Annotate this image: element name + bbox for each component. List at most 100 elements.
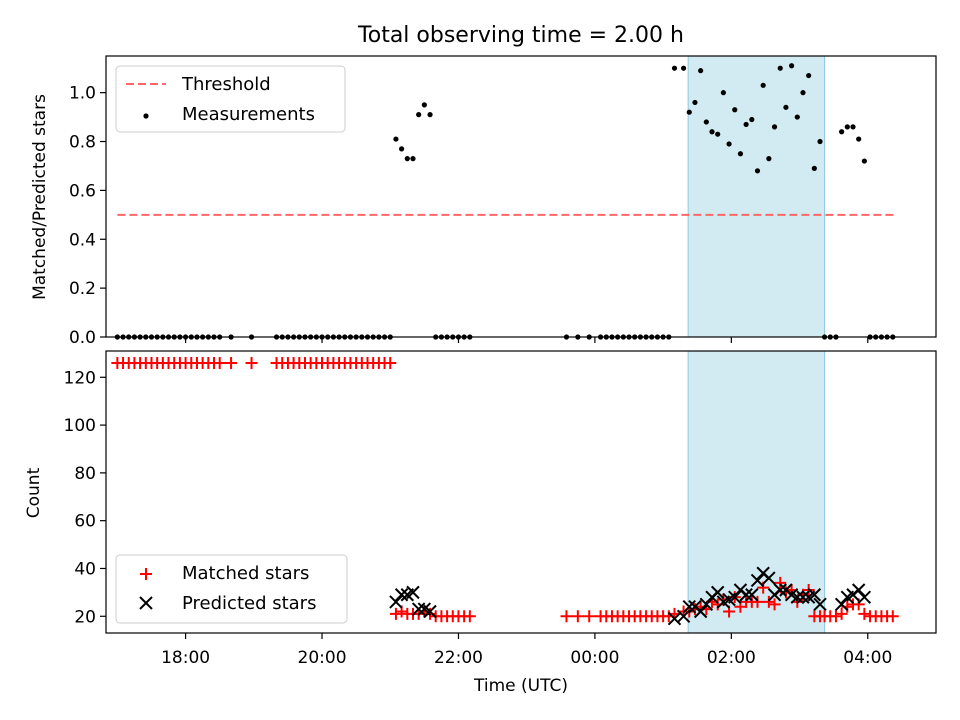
predicted-star-point bbox=[693, 604, 708, 619]
measurement-point bbox=[692, 99, 698, 106]
matched-star-point bbox=[774, 576, 787, 589]
measurement-point bbox=[698, 68, 704, 74]
predicted-star-point bbox=[762, 571, 776, 585]
chart-title: Total observing time = 2.00 h bbox=[357, 23, 684, 48]
matched-star-point bbox=[384, 356, 397, 369]
measurement-point bbox=[811, 165, 817, 171]
bottom-y-axis-label: Count bbox=[24, 467, 44, 518]
measurement-point bbox=[800, 90, 806, 96]
predicted-star-point bbox=[796, 590, 810, 604]
measurement-point bbox=[416, 112, 422, 118]
measurement-point bbox=[671, 65, 678, 71]
top-y-tick-label: 0.6 bbox=[69, 181, 96, 201]
measurement-point bbox=[777, 65, 783, 71]
measurement-point bbox=[817, 138, 823, 145]
measurement-point bbox=[709, 129, 715, 135]
predicted-star-point bbox=[394, 588, 409, 602]
predicted-star-point bbox=[790, 590, 804, 604]
predicted-star-point bbox=[750, 573, 765, 588]
matched-star-point bbox=[762, 595, 775, 608]
predicted-star-point bbox=[807, 588, 822, 602]
top-y-tick-label: 0.8 bbox=[69, 133, 96, 153]
measurement-point bbox=[749, 116, 755, 123]
measurement-point bbox=[421, 102, 427, 108]
legend-matched-label: Matched stars bbox=[182, 563, 309, 584]
legend-predicted-swatch bbox=[139, 596, 153, 610]
top-y-axis-label: Matched/Predicted stars bbox=[30, 94, 50, 300]
predicted-star-point bbox=[676, 609, 691, 623]
measurement-point bbox=[806, 72, 812, 79]
bottom-axes-frame bbox=[105, 350, 937, 634]
matched-star-point bbox=[583, 610, 596, 623]
top-y-tick-label: 0.2 bbox=[69, 279, 96, 299]
predicted-star-point bbox=[728, 590, 742, 604]
bottom-legend-box bbox=[115, 554, 348, 624]
predicted-star-point bbox=[389, 595, 403, 609]
predicted-star-point bbox=[745, 588, 759, 602]
predicted-star-point bbox=[813, 597, 827, 612]
legend-predicted-label: Predicted stars bbox=[182, 593, 316, 614]
top-panel: 0.0 0.2 0.4 0.6 0.8 1.0 Matched/Predicted sta… bbox=[30, 55, 937, 348]
matched-star-point bbox=[571, 610, 584, 623]
x-tick-label: 00:00 bbox=[570, 648, 619, 668]
matched-star-point bbox=[768, 598, 781, 611]
matched-star-point bbox=[858, 607, 871, 620]
measurement-point bbox=[771, 124, 778, 130]
bottom-y-tick-label: 100 bbox=[64, 416, 96, 436]
measurement-point bbox=[686, 109, 692, 115]
top-legend-box bbox=[115, 65, 346, 133]
matched-star-point bbox=[245, 356, 258, 369]
measurement-point bbox=[393, 136, 399, 142]
measurement-point bbox=[703, 119, 709, 125]
predicted-star-point bbox=[773, 583, 787, 597]
measurement-point bbox=[766, 156, 772, 162]
measurement-point bbox=[680, 65, 687, 71]
measurement-point bbox=[410, 156, 416, 162]
measurement-point bbox=[743, 121, 749, 128]
bottom-shaded-span bbox=[687, 350, 826, 634]
legend-measurements-label: Measurements bbox=[182, 104, 315, 125]
measurement-point bbox=[427, 112, 433, 118]
measurement-point bbox=[399, 146, 405, 152]
measurement-point bbox=[839, 129, 845, 135]
measurement-point bbox=[720, 90, 726, 96]
predicted-star-point bbox=[423, 604, 437, 619]
bottom-y-tick-label: 80 bbox=[74, 464, 96, 484]
matched-star-point bbox=[560, 610, 573, 623]
measurement-point bbox=[726, 141, 732, 147]
bottom-panel: 20 40 60 80 100 120 18:00 20:00 22:00 00:00 02:00 0… bbox=[24, 350, 937, 696]
bottom-y-tick-label: 60 bbox=[74, 512, 96, 532]
x-tick-label: 18:00 bbox=[161, 648, 210, 668]
top-y-tick-label: 0.4 bbox=[69, 230, 96, 250]
measurement-point bbox=[850, 124, 856, 130]
bottom-y-tick-label: 120 bbox=[64, 368, 96, 388]
measurement-point bbox=[789, 63, 795, 69]
measurement-point bbox=[737, 151, 744, 157]
predicted-star-point bbox=[710, 585, 725, 600]
bottom-legend: Matched stars Predicted stars bbox=[115, 554, 348, 624]
legend-matched-swatch bbox=[140, 568, 152, 580]
matched-star-point bbox=[389, 607, 402, 620]
x-tick-label: 04:00 bbox=[843, 648, 892, 668]
predicted-star-point bbox=[857, 590, 872, 604]
bottom-y-tick-label: 40 bbox=[74, 559, 96, 579]
top-shaded-span bbox=[687, 55, 826, 338]
top-y-tick-label: 1.0 bbox=[69, 84, 96, 104]
matched-star-point bbox=[886, 610, 899, 623]
predicted-star-point bbox=[406, 585, 420, 600]
matched-star-point bbox=[463, 610, 476, 623]
measurement-point bbox=[754, 168, 761, 174]
measurement-point bbox=[732, 107, 738, 113]
matched-star-point bbox=[717, 593, 730, 606]
predicted-star-point bbox=[699, 597, 714, 612]
top-legend: Threshold Measurements bbox=[115, 65, 346, 133]
predicted-star-point bbox=[834, 597, 849, 612]
measurement-point bbox=[844, 124, 850, 130]
legend-threshold-label: Threshold bbox=[181, 74, 271, 95]
measurement-point bbox=[760, 82, 766, 88]
matched-star-point bbox=[835, 607, 848, 620]
matched-star-point bbox=[225, 356, 238, 369]
measurement-point bbox=[404, 156, 410, 162]
bottom-y-tick-label: 20 bbox=[74, 607, 96, 627]
